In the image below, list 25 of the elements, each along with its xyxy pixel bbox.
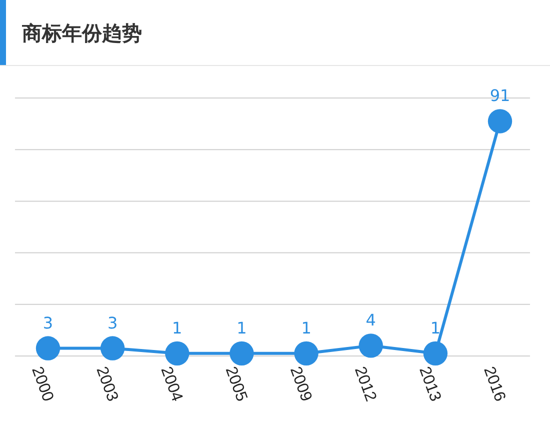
x-tick-label: 2013 [416, 364, 444, 404]
point [423, 341, 448, 366]
x-tick-label: 2016 [480, 364, 508, 404]
point [165, 341, 190, 366]
data-label: 1 [430, 318, 441, 338]
data-label: 1 [301, 318, 312, 338]
data-label: 1 [236, 318, 247, 338]
point [488, 109, 512, 134]
point [230, 341, 254, 366]
data-label: 91 [490, 86, 510, 106]
point [294, 341, 318, 366]
x-tick-label: 2005 [222, 364, 250, 404]
x-tick-label: 2004 [157, 364, 186, 404]
data-label: 1 [172, 318, 182, 338]
x-tick-label: 2000 [28, 364, 56, 404]
data-label: 3 [42, 313, 54, 332]
data-label: 3 [107, 313, 118, 332]
point [36, 336, 60, 360]
point [100, 336, 125, 360]
data-label: 4 [366, 310, 376, 330]
x-tick-label: 2003 [92, 364, 121, 404]
x-tick-label: 2009 [286, 364, 315, 404]
x-tick-label: 2012 [351, 364, 380, 404]
point [358, 334, 383, 358]
chart-title: 商标年份趋势 [21, 21, 142, 45]
